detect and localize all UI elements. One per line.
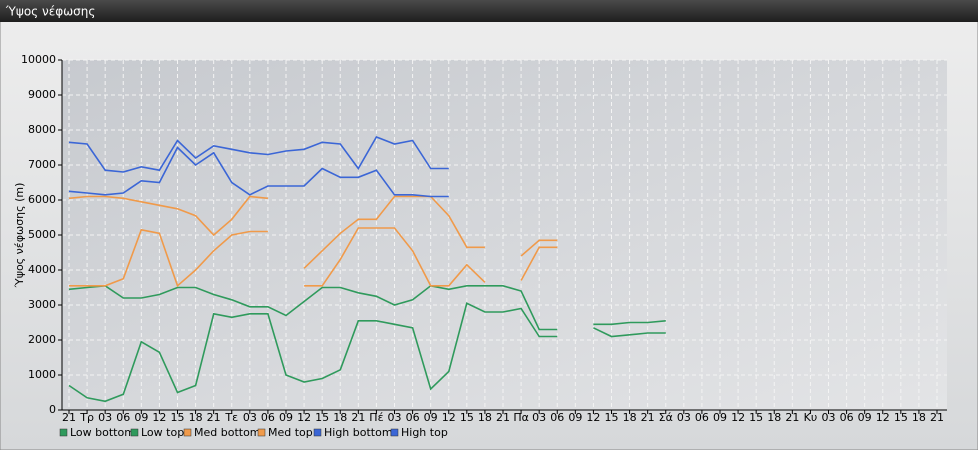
y-tick-label: 2000 <box>28 333 56 346</box>
series-line <box>68 146 449 198</box>
x-tick-label: 12 <box>297 411 311 424</box>
x-tick-label: 15 <box>460 411 474 424</box>
x-tick-label: 03 <box>388 411 402 424</box>
x-tick-label: 09 <box>713 411 727 424</box>
window-title: Ύψος νέφωσης <box>5 5 95 19</box>
y-tick-label: 10000 <box>21 53 56 66</box>
legend-swatch <box>59 428 68 437</box>
y-tick-label: 7000 <box>28 158 56 171</box>
y-axis-label: Ύψος νέφωσης (m) <box>13 183 26 289</box>
x-tick-label: 12 <box>876 411 890 424</box>
x-tick-label: 03 <box>822 411 836 424</box>
x-tick-label: 21 <box>496 411 510 424</box>
legend-swatch <box>390 428 399 437</box>
x-tick-label: 09 <box>568 411 582 424</box>
x-tick-label: 21 <box>62 411 76 424</box>
x-tick-label: 06 <box>840 411 854 424</box>
legend-swatch <box>183 428 192 437</box>
x-tick-label: 21 <box>207 411 221 424</box>
y-tick-label: 1000 <box>28 368 56 381</box>
series-line <box>68 302 666 403</box>
series-line <box>68 284 666 331</box>
x-tick-label: 03 <box>532 411 546 424</box>
x-tick-label: 12 <box>442 411 456 424</box>
x-tick-label: Σά <box>659 411 673 424</box>
x-tick-label: Τρ <box>79 411 94 424</box>
legend-label: Med bottom <box>194 426 261 439</box>
x-tick-label: 18 <box>912 411 926 424</box>
x-tick-label: 06 <box>695 411 709 424</box>
series-line <box>68 195 558 269</box>
x-tick-label: 06 <box>406 411 420 424</box>
y-tick-label: 5000 <box>28 228 56 241</box>
x-tick-label: 09 <box>134 411 148 424</box>
legend-label: Med top <box>268 426 313 439</box>
y-tick-label: 4000 <box>28 263 56 276</box>
x-tick-label: 15 <box>894 411 908 424</box>
x-tick-label: 18 <box>478 411 492 424</box>
y-tick-label: 3000 <box>28 298 56 311</box>
title-bar <box>0 0 978 22</box>
x-tick-label: 21 <box>351 411 365 424</box>
legend-swatch <box>313 428 322 437</box>
x-tick-label: Κυ <box>804 411 818 424</box>
x-tick-label: 03 <box>677 411 691 424</box>
y-tick-label: 8000 <box>28 123 56 136</box>
x-tick-label: 18 <box>189 411 203 424</box>
x-tick-label: 03 <box>98 411 112 424</box>
x-tick-label: Πα <box>513 411 529 424</box>
x-tick-label: 09 <box>279 411 293 424</box>
legend-label: High bottom <box>324 426 393 439</box>
x-tick-label: 21 <box>641 411 655 424</box>
x-tick-label: 21 <box>785 411 799 424</box>
legend-label: Low top <box>141 426 184 439</box>
legend-swatch <box>257 428 266 437</box>
x-tick-label: 09 <box>424 411 438 424</box>
x-tick-label: Πέ <box>369 411 383 424</box>
x-tick-label: 15 <box>749 411 763 424</box>
x-tick-label: 06 <box>116 411 130 424</box>
x-tick-label: 15 <box>605 411 619 424</box>
x-tick-label: 12 <box>152 411 166 424</box>
y-tick-label: 0 <box>49 403 56 416</box>
x-tick-label: 06 <box>550 411 564 424</box>
series-line <box>69 227 558 288</box>
legend-label: High top <box>401 426 448 439</box>
legend-swatch <box>130 428 139 437</box>
x-tick-label: 18 <box>767 411 781 424</box>
x-tick-label: 18 <box>333 411 347 424</box>
series-line <box>68 136 449 173</box>
x-tick-label: 06 <box>261 411 275 424</box>
x-tick-label: 03 <box>243 411 257 424</box>
y-tick-label: 6000 <box>28 193 56 206</box>
x-tick-label: 09 <box>858 411 872 424</box>
x-tick-label: 18 <box>623 411 637 424</box>
x-tick-label: 12 <box>586 411 600 424</box>
x-tick-label: Τε <box>224 411 238 424</box>
x-tick-label: 12 <box>731 411 745 424</box>
x-tick-label: 21 <box>930 411 944 424</box>
x-tick-label: 15 <box>171 411 185 424</box>
x-tick-label: 15 <box>315 411 329 424</box>
legend-label: Low bottom <box>70 426 135 439</box>
y-tick-label: 9000 <box>28 88 56 101</box>
